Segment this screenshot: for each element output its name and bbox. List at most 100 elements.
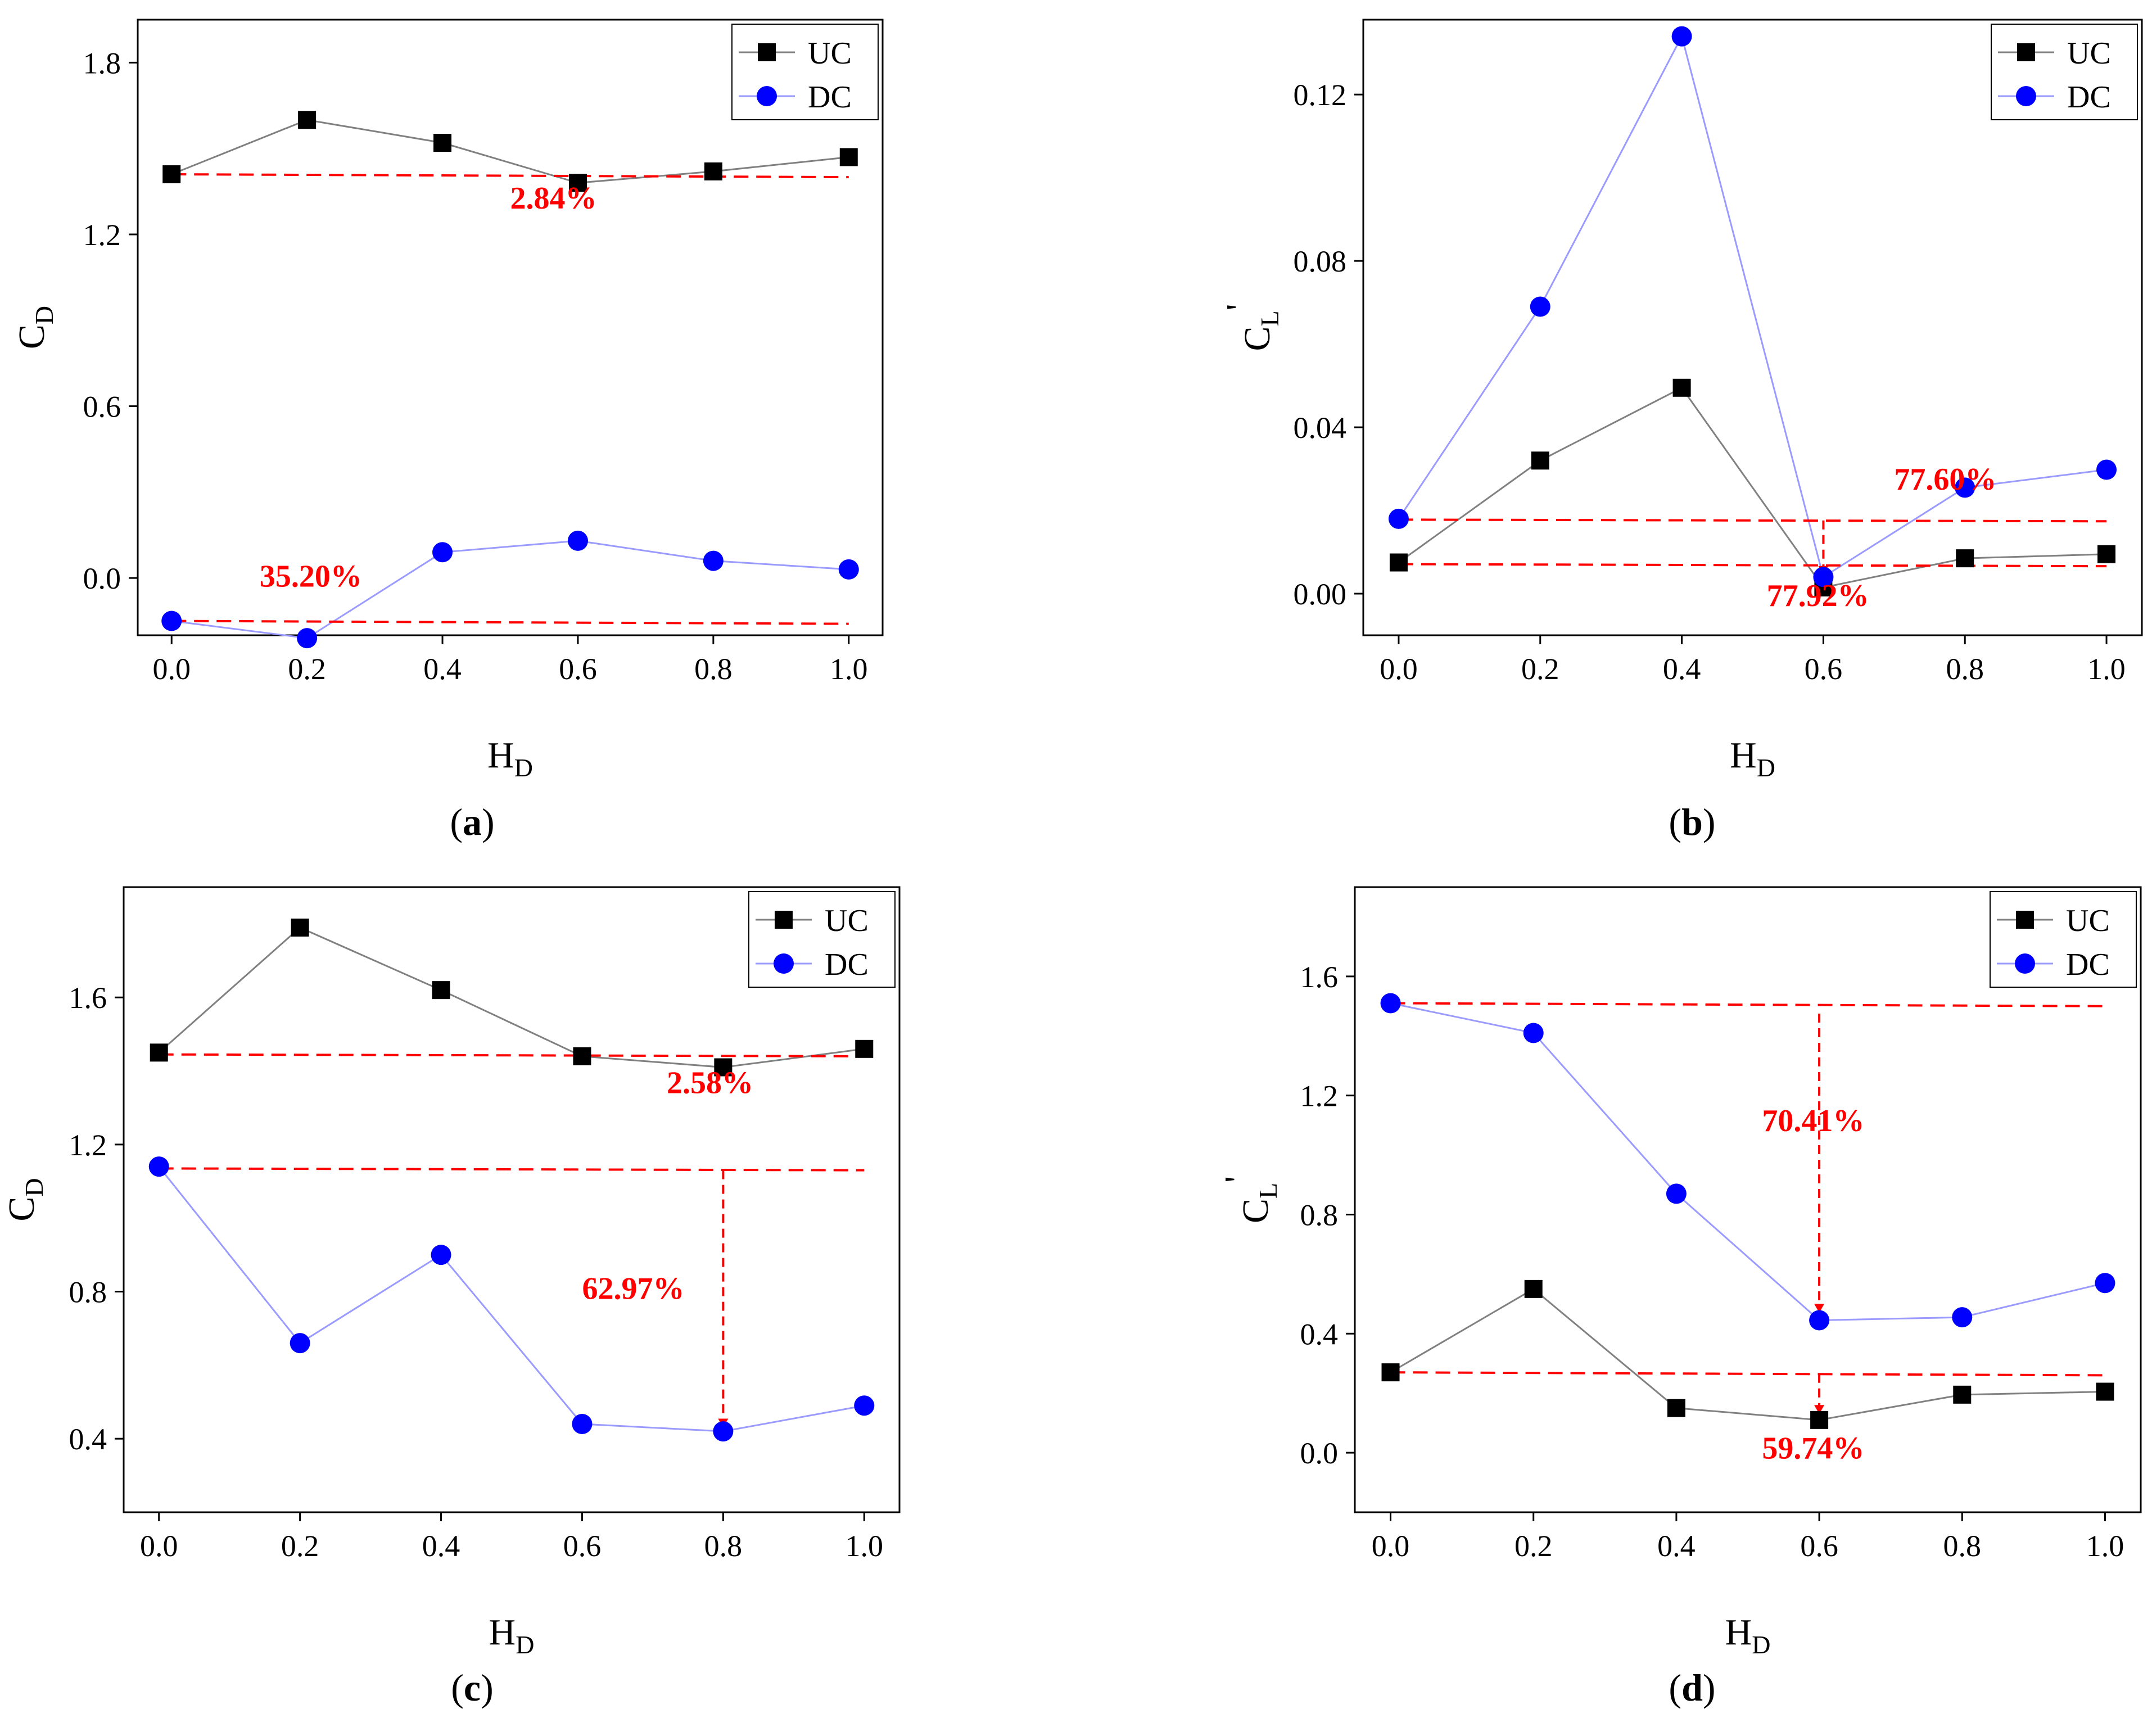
data-point-dc [838,559,859,580]
x-tick-label: 1.0 [830,652,868,686]
data-point-dc [703,550,724,571]
legend-label-dc: DC [808,80,852,115]
data-point-uc [291,918,309,937]
x-tick-label: 0.0 [152,652,191,686]
drop-arrow-head [1814,1405,1825,1414]
x-tick-label: 0.2 [1514,1529,1553,1563]
x-tick-label: 0.2 [281,1529,319,1563]
y-tick-label: 0.8 [1300,1198,1339,1232]
legend-marker-uc [775,911,793,929]
data-point-dc [713,1421,734,1442]
legend: UC DC [731,24,879,120]
data-point-uc [704,162,722,180]
data-point-uc [432,981,450,1000]
x-tick-label: 0.2 [288,652,326,686]
percent-annotation: 70.41% [1762,1104,1864,1138]
percent-annotation: 2.84% [510,181,597,216]
legend-box [1991,24,2138,120]
panel-caption: (c) [451,1666,494,1709]
legend-label-dc: DC [2066,947,2110,982]
y-tick-label: 1.6 [1300,960,1339,994]
series-line-dc [1398,34,2107,578]
panel-caption: (a) [450,801,494,843]
legend-marker-dc [2015,953,2035,974]
x-tick-label: 0.8 [1943,1529,1982,1563]
data-point-uc [1672,378,1691,397]
data-point-dc [1666,1183,1687,1204]
legend-marker-dc [774,953,794,974]
x-tick-label: 0.6 [1800,1529,1838,1563]
x-axis-title: HD [1730,735,1775,782]
chart-panel-d: 0.0 0.2 0.4 0.6 0.8 1.0 0.0 0.4 0.8 1.2 1.6 HD CL' 70… [1217,886,2142,1709]
data-point-uc [1956,549,1974,568]
data-point-dc [161,611,182,631]
reference-line [159,1167,865,1172]
x-tick-label: 0.4 [423,652,462,686]
legend: UC DC [1991,24,2138,120]
data-point-dc [1380,993,1401,1014]
legend-label-uc: UC [2066,903,2110,938]
x-axis-title: HD [1725,1612,1771,1659]
y-tick-label: 1.2 [69,1128,107,1162]
x-tick-label: 1.0 [846,1529,884,1563]
x-tick-label: 0.2 [1521,652,1559,686]
legend-label-uc: UC [825,903,869,938]
data-point-dc [572,1414,593,1435]
reference-line [1390,1371,2105,1377]
x-tick-label: 0.8 [694,652,733,686]
chart-panel-a: 0.0 0.2 0.4 0.6 0.8 1.0 0.0 0.6 1.2 1.8 HD CD 2.84% 3… [11,19,884,843]
x-axis-title: HD [489,1612,535,1659]
y-tick-label: 0.6 [83,390,121,424]
y-tick-label: 0.4 [69,1422,107,1456]
plot-frame [1354,886,2142,1513]
data-point-dc [1530,296,1550,317]
y-tick-label: 0.8 [69,1276,107,1309]
y-tick-label: 0.0 [83,562,121,595]
legend-marker-dc [757,86,777,106]
x-tick-label: 0.4 [1657,1529,1696,1563]
x-tick-label: 0.4 [1663,652,1701,686]
legend-marker-uc [2017,43,2035,61]
x-tick-label: 0.8 [1946,652,1984,686]
drop-arrow-head [1814,1304,1825,1313]
x-tick-label: 0.6 [1805,652,1843,686]
plot-frame [137,19,884,636]
legend-label-uc: UC [808,36,852,71]
data-point-uc [568,174,587,192]
percent-annotation: 77.60% [1894,462,1996,497]
data-point-uc [1667,1399,1685,1417]
data-point-dc [297,628,318,649]
x-tick-label: 0.6 [563,1529,602,1563]
legend-label-dc: DC [825,947,869,982]
reference-line [1390,1002,2105,1007]
chart-panel-c: 0.0 0.2 0.4 0.6 0.8 1.0 0.4 0.8 1.2 1.6 HD CD 2.58% 6… [1,886,901,1709]
y-axis-title: CL' [1219,304,1284,351]
y-axis-title: CD [11,306,58,349]
series-line-uc [1398,386,2107,589]
data-point-dc [567,530,588,551]
reference-line [1398,563,2107,568]
y-tick-label: 0.04 [1294,411,1347,445]
x-tick-label: 0.8 [704,1529,743,1563]
percent-annotation: 2.58% [667,1065,753,1100]
data-point-uc [2097,545,2116,563]
data-point-dc [148,1156,169,1177]
data-point-dc [1523,1023,1544,1043]
legend-box [1990,891,2137,988]
percent-annotation: 62.97% [582,1272,684,1306]
data-point-dc [1813,567,1834,587]
x-axis-title: HD [487,735,533,782]
reference-line [159,1053,865,1057]
percent-annotation: 77.92% [1767,578,1869,613]
y-tick-label: 0.00 [1294,577,1347,611]
plot-frame [1362,19,2143,636]
series-line-uc [1390,1288,2105,1421]
percent-annotation: 35.20% [260,559,362,594]
x-tick-label: 0.4 [422,1529,460,1563]
data-point-dc [432,542,453,563]
reference-line [171,620,849,625]
data-point-uc [714,1058,733,1077]
y-tick-label: 0.08 [1294,245,1347,278]
x-tick-label: 0.0 [140,1529,178,1563]
data-point-uc [1953,1385,1972,1404]
